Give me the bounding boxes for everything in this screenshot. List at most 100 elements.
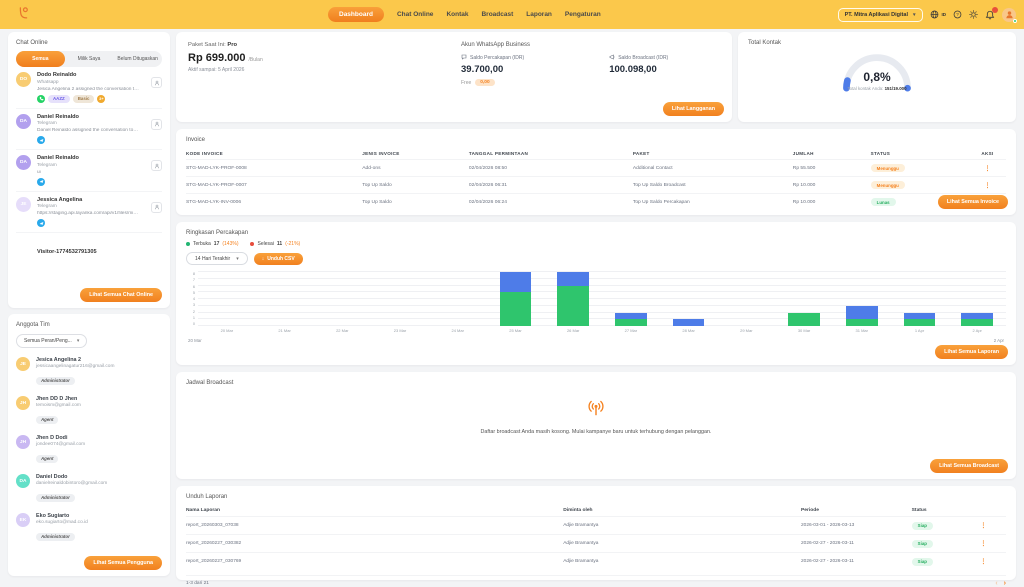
member-role-badge: Agent [36, 415, 59, 424]
report-requester: Adjie Bramantya [563, 559, 599, 564]
chat-list-item[interactable]: JE Jessica Angelina Telegram https://sta… [16, 192, 162, 233]
role-filter-select[interactable]: Semua Peran/Peng... ▾ [16, 334, 88, 348]
current-plan-section: Paket Saat Ini: Pro Rp 699.000 /Bulan Ak… [188, 42, 263, 73]
nav-broadcast[interactable]: Broadcast [481, 11, 514, 18]
team-member[interactable]: DA Daniel Dodo danielreinaldobintoro@gma… [16, 474, 162, 504]
language-code: ID [941, 12, 947, 17]
member-email: danielreinaldobintoro@gmail.com [36, 481, 108, 486]
plan-active-until: Aktif sampai: 5 April 2026 [188, 67, 245, 73]
status-badge: Siap [911, 557, 933, 566]
chat-last-message: Jesica Angelina 2 assigned the conversat… [37, 86, 139, 92]
legend-total: 11 [276, 241, 283, 247]
row-actions-menu[interactable]: ⋮ [980, 523, 987, 529]
col-tanggal: TANGGAL PERMINTAAN [468, 151, 529, 156]
avatar: EK [16, 513, 30, 527]
tab-milik-saya[interactable]: Milik Saya [77, 56, 101, 62]
col-nama-laporan: Nama Laporan [186, 508, 220, 513]
nav-chat-online[interactable]: Chat Online [396, 11, 434, 18]
broadcast-empty-text: Daftar broadcast Anda masih kosong. Mula… [480, 429, 712, 435]
telegram-icon [37, 136, 45, 144]
view-all-reports-button[interactable]: Lihat Semua Laporan [935, 345, 1008, 359]
theme-sun-icon[interactable] [969, 10, 978, 19]
avatar: JH [16, 435, 30, 449]
assign-agent-button[interactable] [151, 160, 162, 171]
tag-chip: Basic [72, 94, 95, 103]
tab-belum-ditugaskan[interactable]: Belum Ditugaskan [117, 56, 158, 62]
nav-pengaturan[interactable]: Pengaturan [564, 11, 601, 18]
report-name: report_20260303_07038 [186, 523, 239, 528]
contacts-count: 151/19.000 [884, 86, 907, 91]
nav-dashboard[interactable]: Dashboard [328, 7, 384, 22]
avatar: DA [16, 113, 31, 129]
broadcast-title: Jadwal Broadcast [186, 380, 234, 386]
team-member[interactable]: JE Jesica Angelina 2 jessicaangelinagatu… [16, 357, 162, 387]
member-email: jessicaangelinagatur216@gmail.com [36, 364, 115, 369]
language-globe-icon[interactable] [930, 10, 939, 19]
chart-legend: Terbuka 17 (143%) Selesai 11 (-21%) [186, 241, 1006, 247]
plan-card: Paket Saat Ini: Pro Rp 699.000 /Bulan Ak… [176, 32, 732, 122]
view-all-broadcast-button[interactable]: Lihat Semua Broadcast [930, 459, 1008, 473]
company-selector[interactable]: PT. Mitra Aplikasi Digital ▾ [837, 7, 923, 22]
report-period: 2026-03-01 - 2026-03-13 [800, 523, 855, 528]
view-all-invoices-button[interactable]: Lihat Semua Invoice [937, 195, 1008, 209]
nav-laporan[interactable]: Laporan [526, 11, 552, 18]
nav-kontak[interactable]: Kontak [446, 11, 469, 18]
report-name: report_20260227_030769 [186, 559, 242, 564]
chat-list-item[interactable]: Visitor-1774532791305 [16, 233, 162, 258]
prev-page-button[interactable]: ‹ [995, 580, 998, 587]
help-icon[interactable]: ? [953, 10, 962, 19]
contacts-gauge: 0,8% Total kontak Anda: 151/19.000 [738, 50, 1016, 92]
download-csv-button[interactable]: ↓ Unduh CSV [253, 252, 303, 265]
chat-channel: Telegram [37, 204, 57, 209]
reports-pagination: 1-3 dari 21 ‹ › [186, 575, 1006, 587]
svg-text:?: ? [956, 12, 959, 18]
notifications-bell-icon[interactable] [985, 6, 998, 20]
chat-list-item[interactable]: DO Dodo Reinaldo Whatsapp Jesica Angelin… [16, 67, 162, 109]
assign-agent-button[interactable] [151, 201, 162, 213]
legend-change: (-21%) [285, 241, 301, 247]
whatsapp-icon [37, 94, 45, 103]
next-page-button[interactable]: › [1003, 580, 1006, 587]
view-all-chat-button[interactable]: Lihat Semua Chat Online [80, 288, 162, 302]
assign-agent-button[interactable] [151, 118, 162, 130]
team-member[interactable]: EK Eko Sugiarto eko.sugiarto@mad.co.id A… [16, 513, 162, 543]
reports-title: Unduh Laporan [186, 494, 228, 500]
download-icon: ↓ [261, 255, 265, 262]
saldo-broadcast-value: 100.098,00 [609, 64, 657, 75]
chat-last-message: Daniel Reinaldo assigned the conversatio… [37, 128, 139, 133]
chat-contact-name: Dodo Reinaldo [37, 72, 77, 78]
chat-list-item[interactable]: DA Daniel Reinaldo Telegram Daniel Reina… [16, 109, 162, 150]
row-actions-menu[interactable]: ⋮ [984, 182, 991, 189]
notification-badge [992, 6, 998, 13]
period-filter-select[interactable]: 14 Hari Terakhir ▾ [186, 252, 248, 265]
team-member[interactable]: JH Jhen DD D Jhen temoism@gmail.com Agen… [16, 396, 162, 426]
chart-range-selector[interactable]: 20 Mar 2 Apr [186, 338, 1006, 343]
team-member[interactable]: JH Jhen D Dodi jondee074@gmail.com Agent [16, 435, 162, 465]
reports-table-header: Nama Laporan Diminta oleh Periode Status [186, 505, 1006, 516]
view-all-users-button[interactable]: Lihat Semua Pengguna [84, 556, 162, 570]
invoice-paket: Top Up Saldo Broadcast [632, 182, 686, 188]
total-contacts-card: Total Kontak 0,8% Total kontak Anda: 151… [738, 32, 1016, 122]
download-reports-card: Unduh Laporan Nama Laporan Diminta oleh … [176, 486, 1016, 587]
whatsapp-account-section: Akun WhatsApp Business Saldo Percakapan … [461, 42, 668, 86]
row-actions-menu[interactable]: ⋮ [984, 165, 991, 172]
view-subscription-button[interactable]: Lihat Langganan [662, 102, 724, 116]
chat-badges: AAZZ Basic 3+ [37, 94, 139, 103]
chart-controls: 14 Hari Terakhir ▾ ↓ Unduh CSV [186, 252, 1006, 265]
row-actions-menu[interactable]: ⋮ [980, 559, 987, 565]
table-row: report_20260303_07038 Adjie Bramantya 20… [186, 516, 1006, 534]
chat-filter-tabs: Semua Milik Saya Belum Ditugaskan [16, 51, 162, 67]
chat-contact-name: Daniel Reinaldo [37, 155, 79, 161]
online-status-dot [1013, 18, 1017, 23]
invoice-paket: Top Up Saldo Percakapan [632, 199, 690, 205]
row-actions-menu[interactable]: ⋮ [980, 541, 987, 547]
user-avatar[interactable] [1002, 7, 1017, 23]
free-value-badge: 0,00 [475, 79, 495, 86]
plan-label: Paket Saat Ini: [188, 42, 226, 48]
legend-selesai: Selesai 11 (-21%) [250, 241, 300, 247]
assign-agent-button[interactable] [151, 77, 162, 88]
tab-semua[interactable]: Semua [16, 51, 65, 67]
chat-list-item[interactable]: DA Daniel Reinaldo Telegram ui [16, 150, 162, 192]
chart-bars[interactable] [198, 272, 1006, 326]
app-logo-icon[interactable] [16, 6, 31, 26]
